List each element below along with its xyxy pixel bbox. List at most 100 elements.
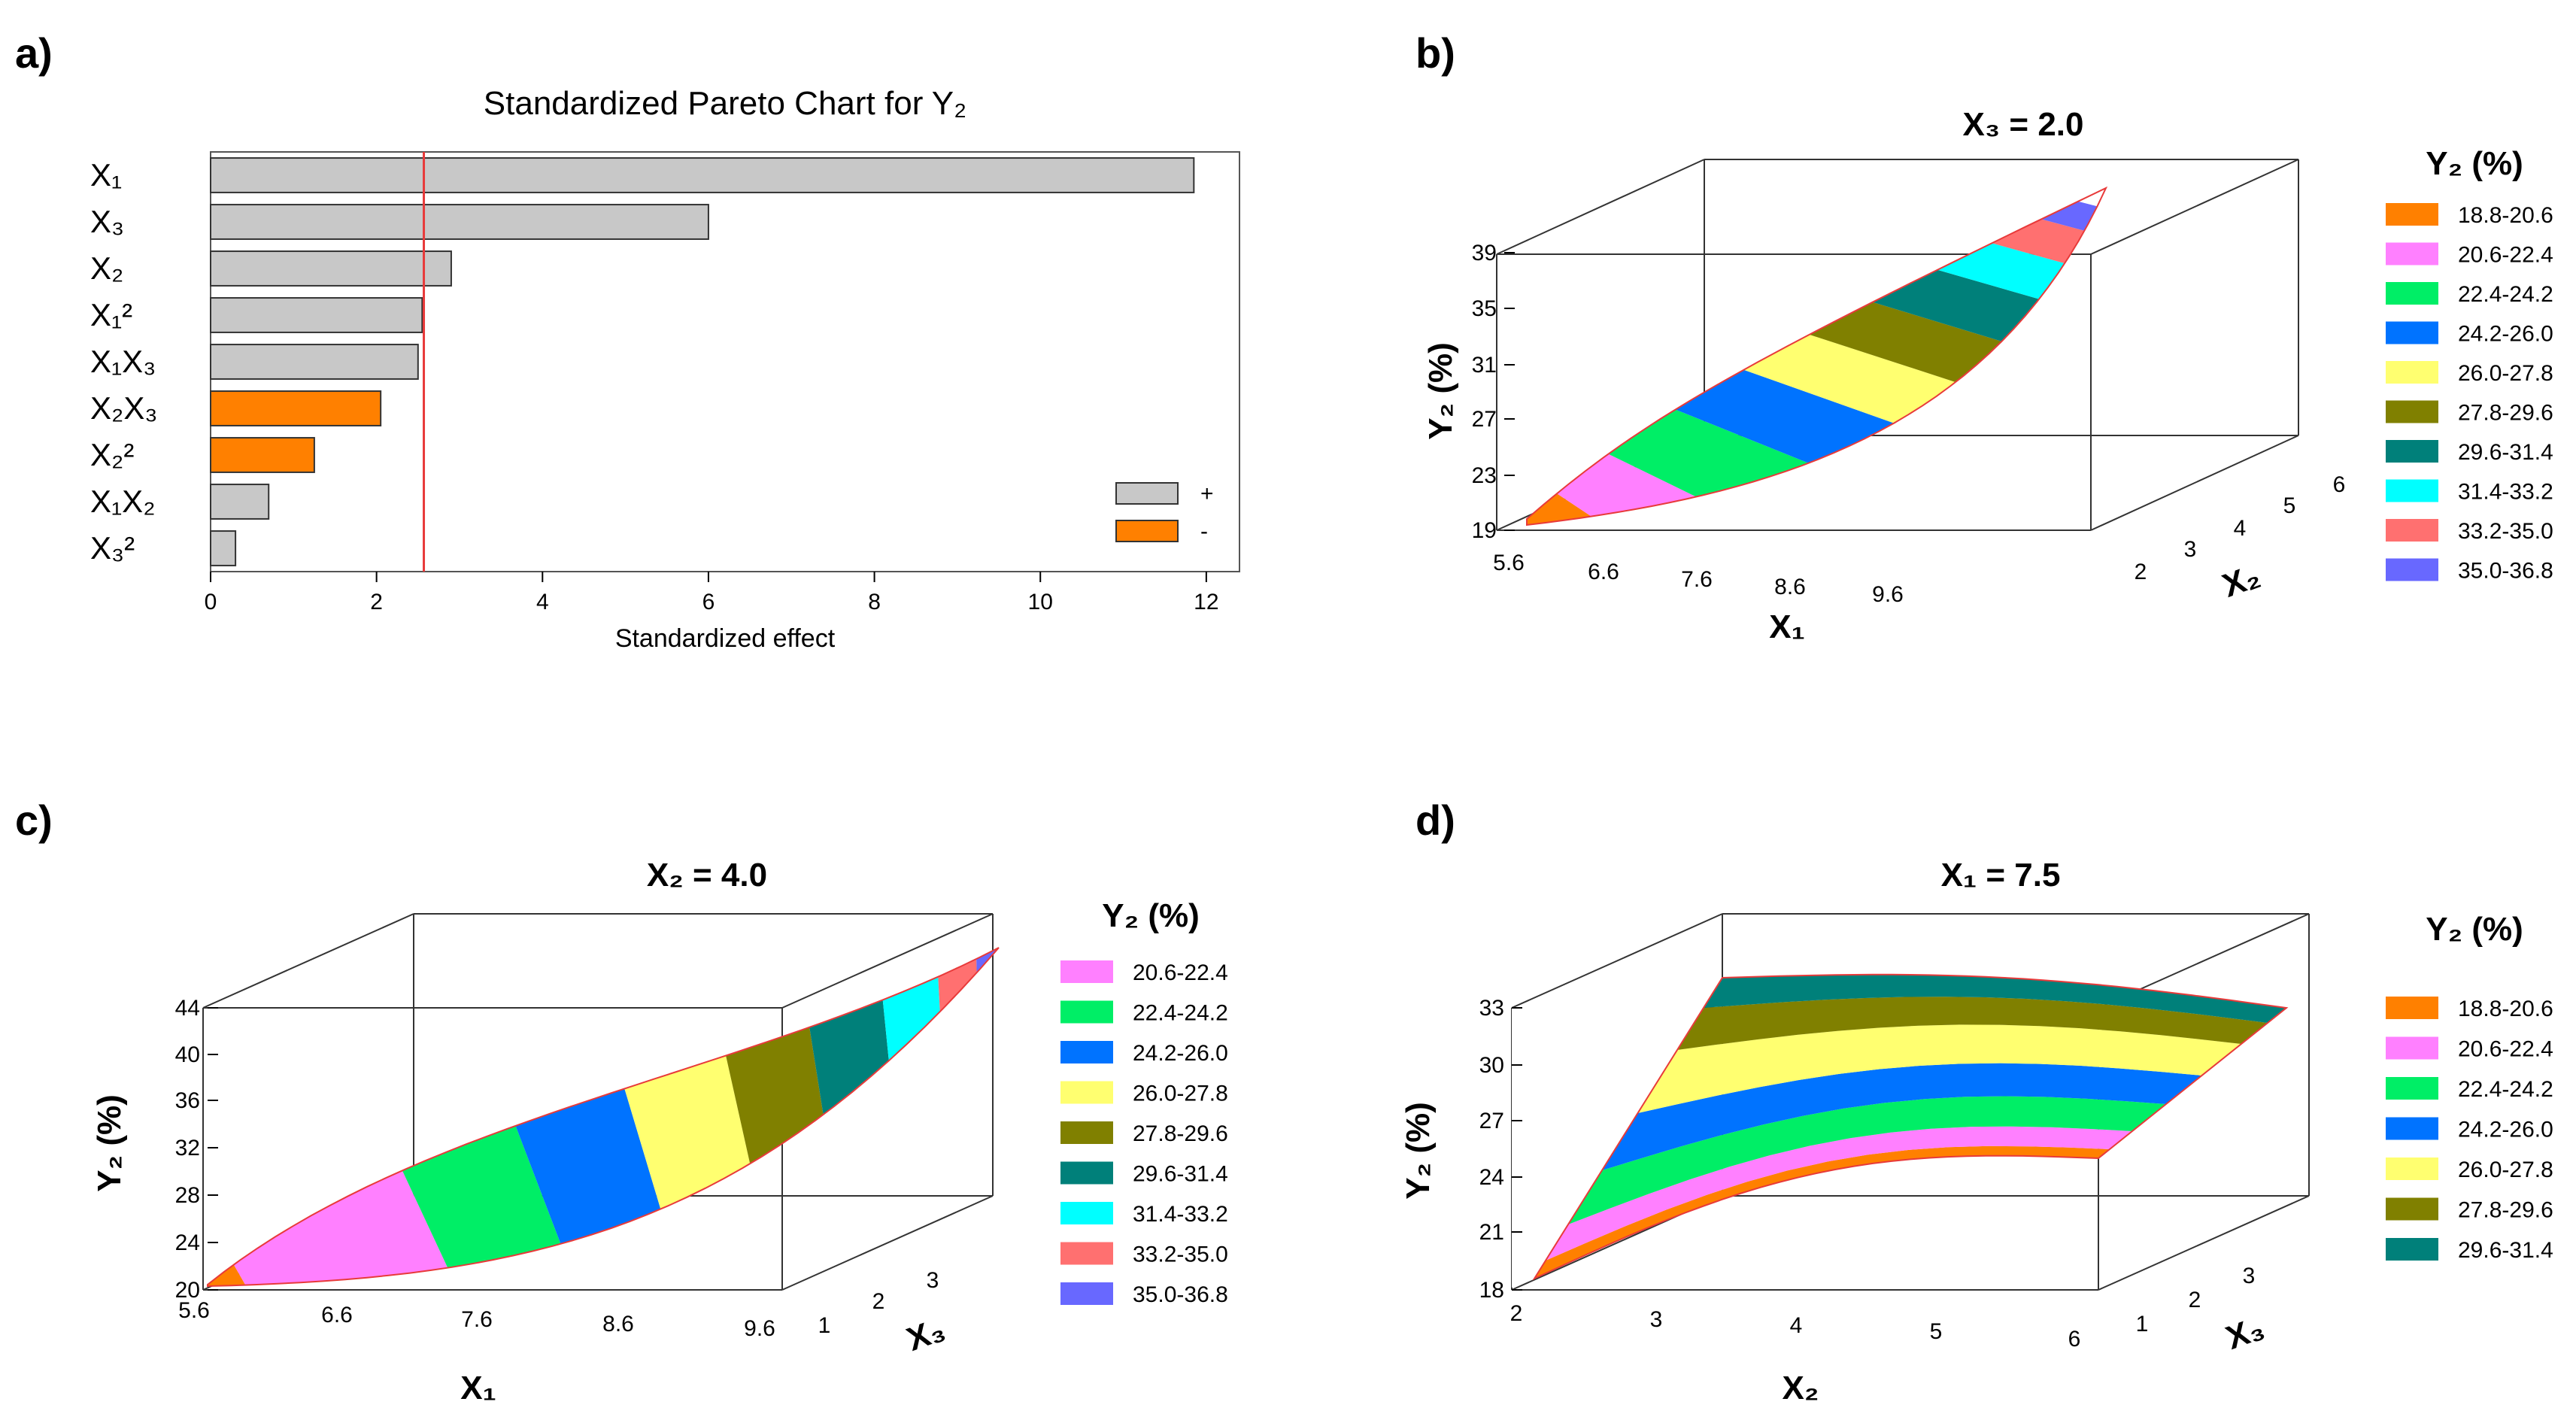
surface-band-6 [1704, 974, 2286, 1023]
surface-band-low [208, 1264, 246, 1286]
x-tick-label: 8.6 [1774, 575, 1806, 599]
z-axis-label: Y₂ (%) [91, 1094, 128, 1192]
y-axis-label: X₃ [2221, 1309, 2268, 1357]
legend-swatch-plus [1115, 482, 1179, 505]
z-tick-label: 20 [175, 1278, 200, 1303]
x-tick-label: 5.6 [178, 1298, 210, 1323]
surface-band-5 [809, 1000, 889, 1115]
x-tick-label: 6.6 [1588, 560, 1619, 584]
bar-0 [210, 157, 1195, 193]
pareto-chart: Standardized Pareto Chart for Y₂X₁X₃X₂X₁… [90, 85, 1240, 653]
surface-band-4 [1743, 334, 1956, 423]
chart-title: X₃ = 2.0 [1962, 106, 2083, 143]
legend-label-5: 29.6-31.4 [1133, 1162, 1228, 1187]
legend-swatch-2 [1060, 1041, 1113, 1063]
y-tick-label: 2 [2135, 560, 2147, 584]
legend-label-5: 27.8-29.6 [2458, 1198, 2553, 1223]
legend-label-4: 27.8-29.6 [1133, 1121, 1228, 1146]
legend-label-0: 18.8-20.6 [2458, 997, 2553, 1021]
box-edge [2098, 1195, 2310, 1291]
legend-swatch-5 [2386, 400, 2438, 423]
legend-swatch-3 [2386, 321, 2438, 344]
legend-label-2: 22.4-24.2 [2458, 282, 2553, 307]
bar-3 [210, 297, 423, 333]
legend-swatch-4 [1060, 1121, 1113, 1144]
legend-swatch-6 [2386, 440, 2438, 463]
z-tick-label: 32 [175, 1136, 200, 1161]
x-tick-label: 2 [370, 590, 383, 614]
x-tick-label: 0 [205, 590, 217, 614]
legend-swatch-9 [2386, 558, 2438, 581]
legend-label-7: 33.2-35.0 [1133, 1242, 1228, 1267]
legend-label-1: 20.6-22.4 [2458, 1037, 2553, 1062]
y-tick-label: 1 [2136, 1312, 2149, 1337]
surface-band-0 [233, 1170, 448, 1285]
legend-swatch-6 [2386, 1238, 2438, 1261]
surface-band-3 [624, 1055, 751, 1209]
z-tick-label: 33 [1479, 996, 1504, 1021]
box-edge [2090, 159, 2299, 255]
category-label: X₂X₃ [90, 390, 157, 426]
y-tick-label: 3 [2243, 1264, 2256, 1288]
y-tick-label: 2 [2189, 1288, 2201, 1312]
category-label: X₁X₂ [90, 484, 156, 519]
legend-label-3: 26.0-27.8 [1133, 1082, 1228, 1106]
legend-label-2: 24.2-26.0 [1133, 1041, 1228, 1066]
legend-swatch-6 [1060, 1202, 1113, 1224]
surface-plot-3: 18 21 24 27 30 33 2 3 4 5 6 1 2 3 Y₂ (%) X₂ X₃ X₁ = 7.5 Y₂… [1400, 857, 2553, 1406]
category-label: X₂² [90, 437, 134, 472]
z-tick-label: 28 [175, 1183, 200, 1208]
surface-band-4 [1637, 1024, 2241, 1113]
chart-title: Standardized Pareto Chart for Y₂ [484, 85, 966, 122]
z-tick-label: 21 [1479, 1220, 1504, 1245]
surface-band-6 [1872, 269, 2040, 341]
legend-label-7: 31.4-33.2 [2458, 480, 2553, 505]
legend-title: Y₂ (%) [2426, 145, 2523, 182]
surface-band-3 [1675, 369, 1895, 463]
legend-swatch-7 [2386, 479, 2438, 502]
z-tick-label: 30 [1479, 1053, 1504, 1078]
legend-swatch-8 [1060, 1282, 1113, 1305]
panel-label: c) [15, 796, 53, 844]
z-tick-label: 24 [175, 1230, 200, 1255]
category-label: X₁ [90, 157, 122, 193]
x-axis-label: X₂ [1783, 1370, 1819, 1406]
z-tick-label: 44 [175, 996, 200, 1021]
y-tick-label: 3 [927, 1268, 939, 1293]
bar-2 [210, 250, 452, 287]
legend-title: Y₂ (%) [1102, 897, 1200, 934]
legend-label-8: 35.0-36.8 [1133, 1282, 1228, 1307]
y-axis-label: X₃ [902, 1311, 949, 1358]
legend-swatch-5 [2386, 1197, 2438, 1221]
legend-label-1: 22.4-24.2 [1133, 1001, 1228, 1026]
legend-swatch-3 [2386, 1117, 2438, 1140]
category-label: X₁² [90, 297, 132, 332]
surface-plot-2: 20 24 28 32 36 40 44 5.6 6.6 7.6 8.6 9.6 1 2 3 Y₂ (%) X₁… [91, 857, 1228, 1406]
legend-label-2: 22.4-24.2 [2458, 1077, 2553, 1102]
z-tick-label: 36 [175, 1088, 200, 1113]
z-axis-label: Y₂ (%) [1422, 342, 1459, 440]
z-tick-label: 35 [1472, 296, 1497, 321]
surface-band-7 [1937, 243, 2065, 299]
legend-swatch-2 [2386, 282, 2438, 305]
y-tick-label: 4 [2234, 516, 2247, 541]
category-label: X₃² [90, 530, 135, 566]
chart-title: X₂ = 4.0 [647, 857, 767, 894]
y-tick-label: 5 [2283, 493, 2296, 518]
legend-label-3: 24.2-26.0 [2458, 1118, 2553, 1142]
legend-label-4: 26.0-27.8 [2458, 361, 2553, 386]
surface-band-5 [1809, 302, 2002, 383]
legend-swatch-1 [2386, 1036, 2438, 1060]
legend-title: Y₂ (%) [2426, 911, 2523, 948]
legend-swatch-7 [1060, 1242, 1113, 1265]
bar-1 [210, 204, 709, 240]
z-tick-label: 27 [1479, 1109, 1504, 1133]
x-axis-label: Standardized effect [615, 624, 836, 653]
legend-label-6: 29.6-31.4 [2458, 440, 2553, 465]
y-axis-label: X₂ [2218, 557, 2265, 605]
category-label: X₃ [90, 204, 124, 239]
bar-7 [210, 484, 270, 520]
y-tick-label: 2 [872, 1289, 885, 1314]
